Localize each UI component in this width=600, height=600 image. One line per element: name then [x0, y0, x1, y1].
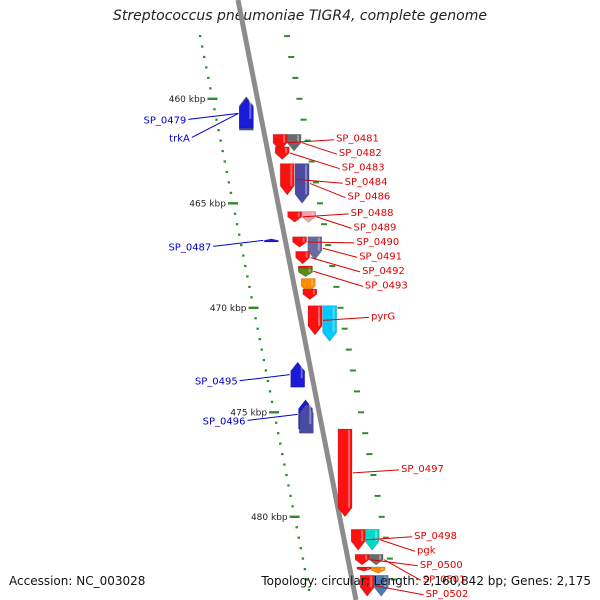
gene-arrow[interactable] [302, 288, 318, 300]
scale-label: 475 kbp [230, 408, 267, 418]
label-leader-line [289, 152, 340, 170]
label-leader-line [352, 469, 400, 474]
gene-arrow[interactable] [350, 529, 366, 551]
label-leader-line [307, 241, 355, 244]
gene-arrow[interactable] [354, 554, 370, 566]
gene-label[interactable]: SP_0484 [345, 177, 388, 188]
gene-label[interactable]: SP_0481 [336, 134, 379, 145]
gene-label[interactable]: pgk [417, 545, 436, 556]
gene-arrow[interactable] [263, 238, 279, 243]
topology-text: Topology: circular; Length: 2,160,842 bp… [261, 574, 591, 588]
gene-label[interactable]: SP_0493 [365, 280, 408, 291]
label-leader-line [383, 559, 421, 581]
label-leader-line [239, 374, 290, 382]
gene-label[interactable]: SP_0482 [339, 148, 382, 159]
gene-label[interactable]: SP_0490 [356, 237, 399, 248]
gene-arrow[interactable] [359, 575, 375, 597]
label-leader-line [322, 316, 370, 321]
label-leader-line [313, 270, 364, 287]
scale-label: 470 kbp [210, 304, 247, 314]
gene-arrow[interactable] [299, 403, 314, 434]
scale-label: 460 kbp [169, 95, 206, 105]
gene-arrow[interactable] [370, 566, 386, 574]
gene-label[interactable]: SP_0479 [143, 115, 186, 126]
scale-label: 480 kbp [251, 513, 288, 523]
gene-arrow[interactable] [295, 251, 310, 265]
gene-label[interactable]: SP_0489 [354, 222, 397, 233]
gene-arrow[interactable] [368, 554, 384, 566]
gene-arrow[interactable] [279, 163, 295, 196]
gene-label[interactable]: SP_0491 [359, 251, 402, 262]
label-leader-line [310, 257, 361, 273]
gene-label[interactable]: SP_0501 [423, 574, 466, 585]
label-leader-line [247, 413, 298, 421]
label-leader-line [302, 213, 349, 218]
genome-backbone [235, 0, 359, 600]
gene-label[interactable]: SP_0497 [401, 464, 444, 475]
accession-text: Accession: NC_003028 [9, 574, 146, 588]
label-leader-line [316, 216, 352, 229]
label-leader-line [322, 247, 358, 258]
scale-ticks [198, 34, 397, 592]
gene-label[interactable]: SP_0496 [203, 416, 246, 427]
gene-arrow[interactable] [290, 361, 305, 388]
label-leader-line [191, 112, 239, 138]
gene-label[interactable]: SP_0483 [342, 163, 385, 174]
label-leader-line [370, 559, 418, 567]
gene-label[interactable]: SP_0495 [195, 377, 238, 388]
label-leader-line [213, 239, 264, 247]
gene-arrow[interactable] [373, 575, 389, 597]
label-leader-line [309, 182, 346, 199]
scale-label: 465 kbp [189, 199, 226, 209]
gene-label[interactable]: pyrG [371, 311, 395, 322]
gene-arrow[interactable] [356, 566, 372, 572]
gene-arrow[interactable] [294, 163, 310, 204]
label-leader-line [375, 585, 424, 596]
gene-label[interactable]: SP_0488 [351, 208, 394, 219]
gene-label[interactable]: SP_0492 [362, 266, 405, 277]
gene-arrow[interactable] [322, 305, 337, 342]
label-leader-line [188, 112, 239, 120]
gene-arrow[interactable] [274, 146, 290, 160]
gene-arrow[interactable] [287, 211, 302, 223]
gene-label[interactable]: SP_0500 [420, 560, 463, 571]
gene-label[interactable]: SP_0487 [168, 242, 211, 253]
gene-layer [239, 96, 389, 597]
label-leader-line [366, 536, 413, 541]
scale-labels: 460 kbp 465 kbp 470 kbp 475 kbp 480 kbp [169, 95, 288, 523]
label-layer: SP_0481 SP_0482 SP_0483 SP_0484 SP_0486 SP_04… [143, 112, 469, 600]
gene-arrow[interactable] [298, 267, 313, 277]
gene-arrow[interactable] [307, 305, 323, 336]
label-leader-line [301, 142, 338, 155]
gene-label[interactable]: SP_0498 [414, 531, 457, 542]
label-leader-line [288, 139, 335, 144]
gene-label[interactable]: trkA [169, 133, 190, 144]
label-leader-line [380, 539, 416, 552]
map-title: Streptococcus pneumoniae TIGR4, complete… [113, 8, 487, 24]
gene-label[interactable]: SP_0502 [426, 589, 469, 600]
gene-label[interactable]: SP_0486 [347, 192, 390, 203]
gene-arrow[interactable] [239, 98, 254, 129]
gene-arrow[interactable] [337, 428, 353, 518]
label-leader-line [295, 178, 343, 184]
gene-arrow[interactable] [292, 236, 307, 248]
